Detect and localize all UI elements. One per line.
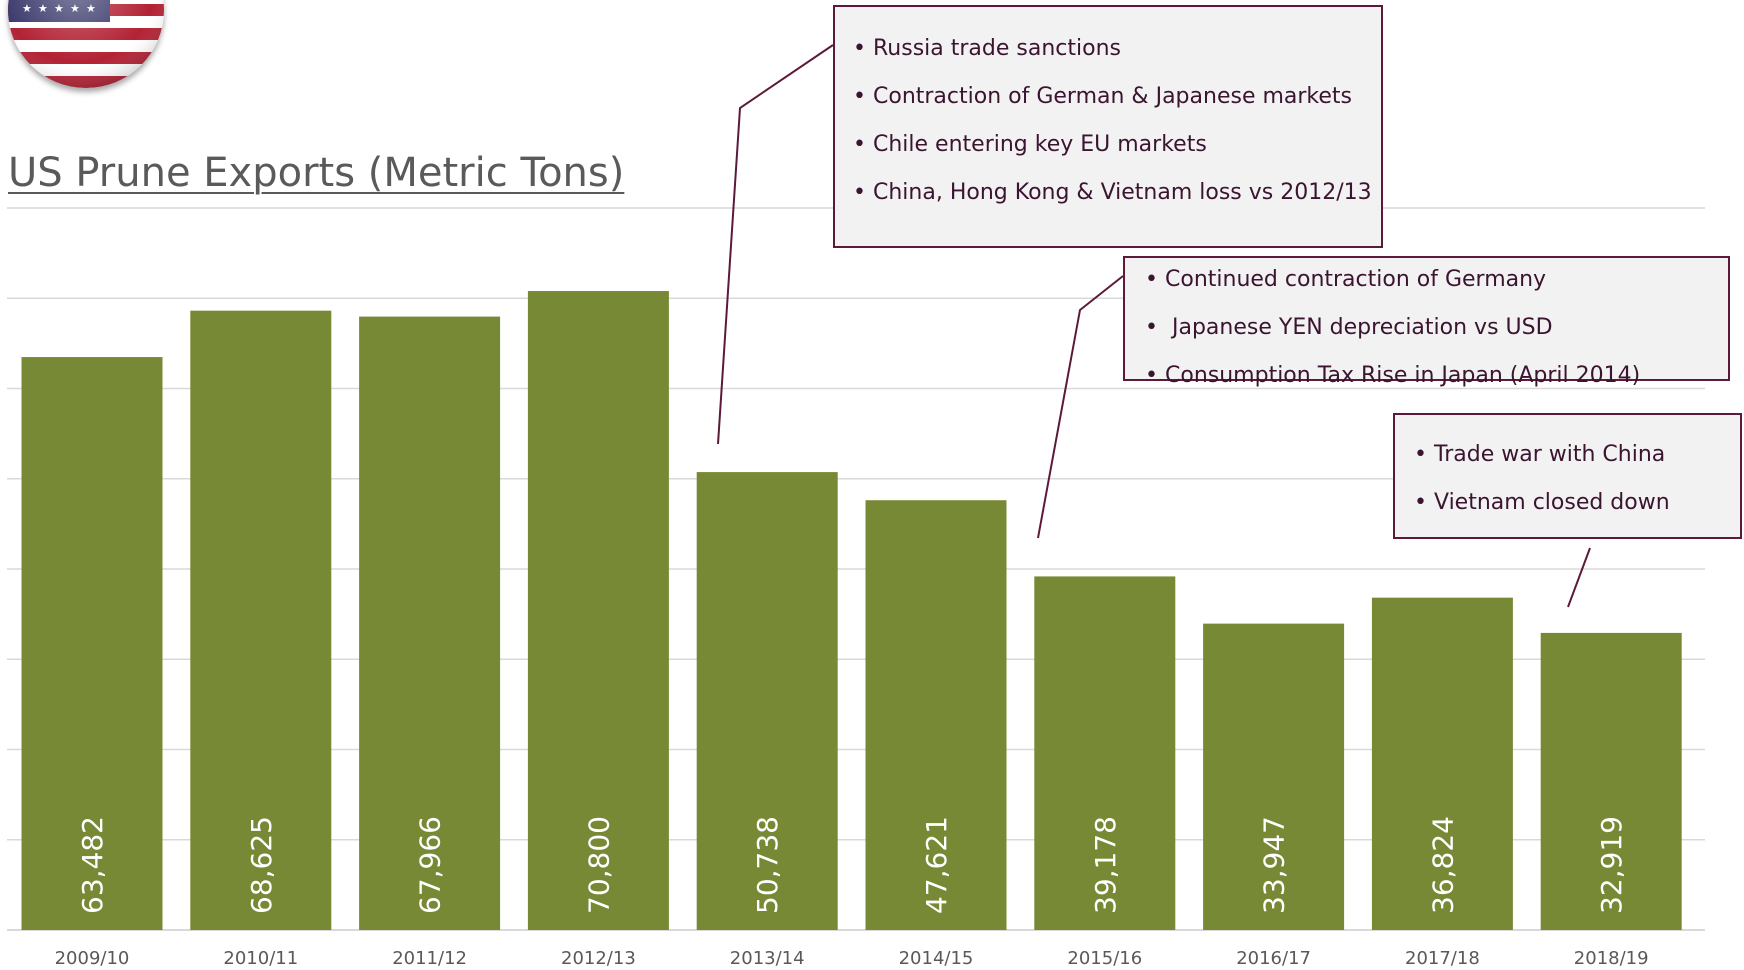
data-label: 70,800 (582, 816, 615, 914)
data-label: 47,621 (920, 816, 953, 914)
annotation-item: Continued contraction of Germany (1145, 256, 1728, 304)
bar-2018-19 (1540, 632, 1682, 930)
data-label: 63,482 (76, 816, 109, 914)
leader-line-box1 (717, 44, 834, 445)
bar-2012-13 (527, 291, 669, 930)
data-label: 50,738 (751, 816, 784, 914)
leader-line-box2 (1037, 275, 1124, 539)
x-tick-label: 2010/11 (223, 948, 298, 969)
x-tick-label: 2009/10 (55, 948, 130, 969)
data-label: 67,966 (414, 816, 447, 914)
x-tick-label: 2014/15 (899, 948, 974, 969)
x-tick-label: 2017/18 (1405, 948, 1480, 969)
bar-2011-12 (359, 316, 501, 931)
annotation-item: Contraction of German & Japanese markets (853, 73, 1381, 121)
annotation-item: Consumption Tax Rise in Japan (April 201… (1145, 352, 1728, 400)
data-label: 39,178 (1089, 816, 1122, 914)
x-tick-label: 2011/12 (392, 948, 467, 969)
x-tick-label: 2018/19 (1574, 948, 1649, 969)
bar-2009-10 (21, 357, 163, 930)
data-label: 33,947 (1258, 816, 1291, 914)
leader-line-box3 (1567, 547, 1591, 608)
annotation-item: Vietnam closed down (1414, 479, 1740, 527)
bar-2014-15 (865, 500, 1007, 930)
data-label: 68,625 (245, 816, 278, 914)
bar-2015-16 (1034, 576, 1176, 930)
annotation-box-3: Trade war with China Vietnam closed down (1393, 413, 1742, 539)
bar-2010-11 (190, 310, 332, 930)
x-axis-tick-labels: 2009/10 2010/11 2011/12 2012/13 2013/14 2014/… (55, 948, 1649, 969)
data-label: 32,919 (1595, 816, 1628, 914)
annotation-item: Chile entering key EU markets (853, 121, 1381, 169)
data-label: 36,824 (1426, 816, 1459, 914)
bars (21, 291, 1682, 931)
bar-2013-14 (696, 472, 838, 930)
annotation-leader-lines (717, 44, 1591, 608)
chart-title: US Prune Exports (Metric Tons) (8, 150, 625, 196)
annotation-item: Russia trade sanctions (853, 25, 1381, 73)
x-tick-label: 2012/13 (561, 948, 636, 969)
annotation-item: China, Hong Kong & Vietnam loss vs 2012/… (853, 169, 1381, 217)
value-labels: 63,482 68,625 67,966 70,800 50,738 47,621 39,1… (76, 816, 1628, 914)
annotation-box-1: Russia trade sanctions Contraction of Ge… (833, 5, 1383, 248)
annotation-box-2: Continued contraction of Germany Japanes… (1123, 256, 1730, 400)
bar-2016-17 (1203, 623, 1345, 930)
x-tick-label: 2013/14 (730, 948, 805, 969)
x-tick-label: 2016/17 (1236, 948, 1311, 969)
x-tick-label: 2015/16 (1067, 948, 1142, 969)
bar-2017-18 (1371, 597, 1513, 930)
annotation-item: Trade war with China (1414, 431, 1740, 479)
annotation-item: Japanese YEN depreciation vs USD (1145, 304, 1728, 352)
